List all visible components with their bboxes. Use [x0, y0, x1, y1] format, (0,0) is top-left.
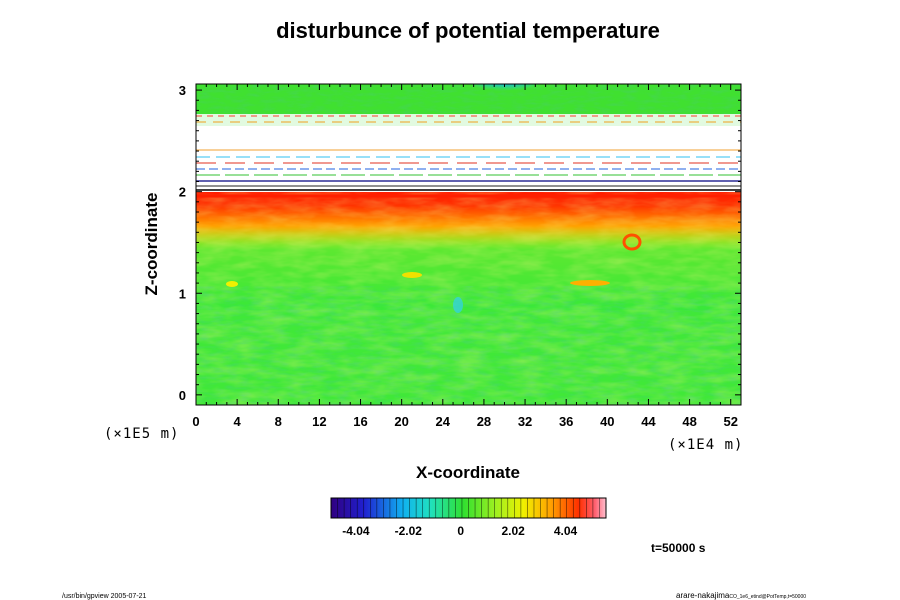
warm-spot	[226, 281, 238, 287]
warm-spot	[570, 280, 610, 286]
x-tick-label: 28	[477, 414, 491, 429]
y-tick-label: 3	[179, 83, 186, 98]
x-tick-label: 8	[275, 414, 282, 429]
undefined-band	[196, 126, 741, 192]
x-tick-label: 32	[518, 414, 532, 429]
heatmap-plot-area	[196, 84, 741, 405]
colorbar-tick-label: 2.02	[501, 524, 525, 538]
plot-frame	[195, 83, 742, 406]
x-tick-label: 52	[723, 414, 737, 429]
warm-spot	[402, 272, 422, 278]
warm-ring	[622, 233, 642, 251]
x-tick-label: 36	[559, 414, 573, 429]
x-axis: 0 4 8 12 16 20 24 28 32 36 40 44 48 52	[192, 84, 738, 429]
cold-anomaly	[447, 84, 563, 116]
x-tick-label: 40	[600, 414, 614, 429]
x-tick-label: 24	[436, 414, 451, 429]
footer-right: arare-nakajimaCO_1e6_etind@PotTemp,t=500…	[676, 591, 806, 600]
x-tick-label: 4	[234, 414, 242, 429]
x-tick-label: 12	[312, 414, 326, 429]
x-tick-label: 16	[353, 414, 367, 429]
field-lower-texture	[196, 286, 741, 405]
y-axis-unit: (×1E5 m)	[104, 426, 179, 442]
x-axis-unit: (×1E4 m)	[668, 437, 743, 453]
footer-right-sub: CO_1e6_etind@PotTemp,t=50000	[729, 594, 806, 600]
colorbar-ticks	[337, 498, 600, 518]
x-axis-label: X-coordinate	[416, 463, 520, 482]
colorbar-tick-label: -4.04	[342, 524, 370, 538]
colorbar-labels: -4.04 -2.02 0 2.02 4.04	[342, 524, 577, 538]
y-tick-label: 0	[179, 388, 186, 403]
x-tick-label: 0	[192, 414, 199, 429]
footer-left: /usr/bin/gpview 2005-07-21	[62, 593, 147, 600]
colorbar-tick-label: -2.02	[395, 524, 423, 538]
colorbar-frame	[330, 497, 607, 519]
colorbar-tick-label: 0	[457, 524, 464, 538]
footer-right-main: arare-nakajima	[676, 591, 730, 600]
stripe-lines	[196, 149, 741, 198]
x-tick-label: 48	[682, 414, 696, 429]
x-tick-label: 20	[394, 414, 408, 429]
colorbar-tick-label: 4.04	[554, 524, 578, 538]
y-axis: 0 1 2 3	[179, 83, 741, 403]
cool-spot	[453, 297, 463, 313]
x-tick-label: 44	[641, 414, 656, 429]
y-tick-label: 2	[179, 185, 186, 200]
y-tick-label: 1	[179, 286, 186, 301]
chart-title: disturbunce of potential temperature	[276, 18, 660, 43]
y-axis-label: Z-coordinate	[142, 193, 161, 296]
time-annotation: t=50000 s	[651, 541, 706, 555]
top-layer-edge	[196, 114, 741, 128]
